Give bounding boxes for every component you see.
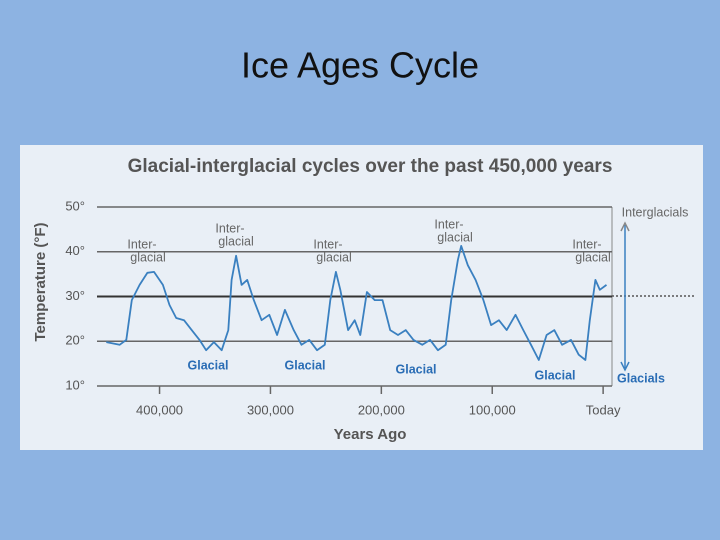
x-tick-label: 400,000 — [136, 402, 183, 417]
annotation: Glacials — [617, 371, 665, 385]
annotation: Inter- — [313, 237, 342, 251]
x-tick-label: Today — [586, 402, 621, 417]
annotation: Inter- — [215, 221, 244, 235]
annotation: Inter- — [434, 217, 463, 231]
annotation: glacial — [218, 234, 253, 248]
arrow-head — [620, 221, 630, 232]
x-tick-label: 300,000 — [247, 402, 294, 417]
temperature-line — [106, 245, 608, 361]
annotation: Glacial — [285, 358, 326, 372]
annotation: glacial — [575, 250, 610, 264]
x-tick-label: 200,000 — [358, 402, 405, 417]
annotation: Inter- — [572, 237, 601, 251]
y-axis-label: Temperature (°F) — [32, 222, 49, 341]
annotation: Glacial — [188, 358, 229, 372]
annotation: Interglacials — [622, 205, 689, 219]
annotation: Glacial — [396, 362, 437, 376]
annotation: glacial — [130, 250, 165, 264]
annotation: glacial — [437, 230, 472, 244]
y-tick-label: 40° — [65, 243, 85, 258]
chart-title: Glacial-interglacial cycles over the pas… — [128, 156, 613, 177]
x-tick-label: 100,000 — [469, 402, 516, 417]
arrow-head — [620, 361, 630, 372]
y-tick-label: 10° — [65, 377, 85, 392]
annotation: Inter- — [127, 237, 156, 251]
annotation: Glacial — [535, 368, 576, 382]
y-tick-label: 20° — [65, 333, 85, 348]
slide-title: Ice Ages Cycle — [241, 45, 479, 86]
annotation: glacial — [316, 250, 351, 264]
y-tick-label: 30° — [65, 288, 85, 303]
y-tick-label: 50° — [65, 198, 85, 213]
x-axis-label: Years Ago — [334, 426, 407, 443]
